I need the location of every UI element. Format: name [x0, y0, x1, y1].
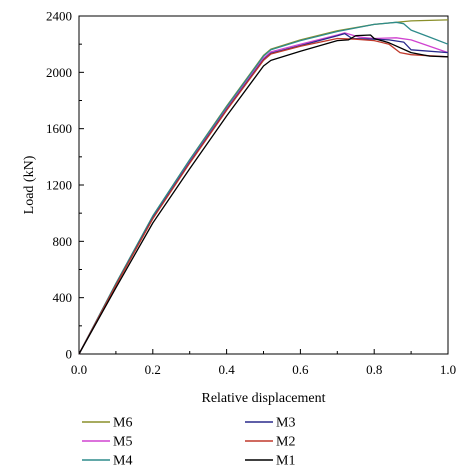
x-tick-label: 0.2	[145, 362, 161, 377]
series-line-m2	[78, 37, 449, 355]
y-tick-label: 2400	[46, 9, 72, 24]
x-axis-ticks: 0.0 0.2 0.4 0.6 0.8 1.0	[71, 349, 456, 377]
x-tick-label: 0.0	[71, 362, 87, 377]
y-axis-title: Load (kN)	[22, 155, 37, 214]
legend-item-m4: M4	[82, 454, 132, 469]
x-tick-label: 0.8	[366, 362, 382, 377]
legend-item-m1: M1	[245, 454, 295, 469]
x-tick-label: 0.4	[218, 362, 235, 377]
y-axis-ticks: 0 400 800 1200 1600 2000 2400	[46, 9, 84, 362]
series-line-m5	[78, 32, 449, 355]
series-line-m6	[78, 19, 449, 355]
legend-label: M6	[113, 416, 132, 431]
legend-label: M1	[276, 454, 295, 469]
legend-label: M3	[276, 416, 295, 431]
y-tick-label: 400	[53, 290, 73, 305]
x-axis-title: Relative displacement	[201, 391, 325, 406]
y-tick-label: 1200	[46, 178, 72, 193]
y-tick-label: 0	[66, 347, 73, 362]
series-line-m1	[78, 34, 449, 355]
series-line-m4	[78, 21, 449, 355]
x-tick-label: 0.6	[292, 362, 309, 377]
series-lines	[78, 19, 449, 355]
legend-item-m5: M5	[82, 435, 132, 450]
legend: M6 M5 M4 M3 M2 M1	[82, 416, 295, 469]
legend-label: M2	[276, 435, 295, 450]
x-tick-label: 1.0	[440, 362, 456, 377]
legend-label: M5	[113, 435, 132, 450]
y-tick-label: 800	[53, 234, 73, 249]
y-tick-label: 1600	[46, 121, 72, 136]
legend-item-m3: M3	[245, 416, 295, 431]
y-tick-label: 2000	[46, 65, 72, 80]
series-line-m3	[78, 32, 449, 355]
legend-item-m2: M2	[245, 435, 295, 450]
legend-label: M4	[113, 454, 132, 469]
legend-item-m6: M6	[82, 416, 132, 431]
